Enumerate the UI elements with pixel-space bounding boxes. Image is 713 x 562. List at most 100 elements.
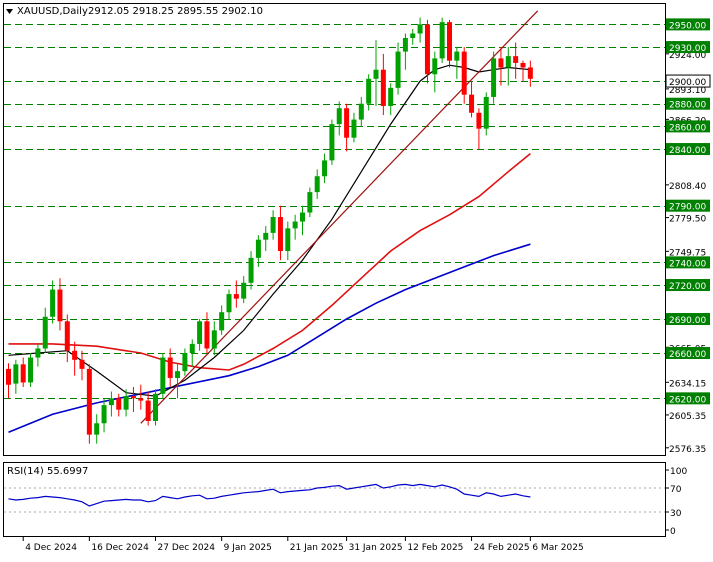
price-panel-frame bbox=[3, 3, 666, 456]
candle-bull bbox=[292, 221, 298, 229]
price-tick-label: 2808.40 bbox=[669, 182, 706, 192]
price-tick-label: 2779.50 bbox=[669, 215, 706, 225]
candle-bear bbox=[476, 112, 482, 129]
candle-bear bbox=[344, 108, 350, 138]
candle-bull bbox=[153, 393, 158, 422]
rsi-levels: 100 70 30 0 bbox=[4, 467, 687, 537]
candle-bear bbox=[498, 58, 504, 68]
time-tick-label: 31 Jan 2025 bbox=[349, 543, 403, 553]
level-tag bbox=[666, 143, 710, 156]
level-tag bbox=[666, 256, 710, 269]
current-price-label: 2900.00 bbox=[669, 78, 706, 88]
candle-bull bbox=[175, 371, 181, 378]
candle-bear bbox=[233, 294, 239, 299]
price-tick-label: 2924.00 bbox=[669, 51, 706, 61]
candle-bear bbox=[469, 94, 475, 113]
candle-bear bbox=[447, 22, 452, 61]
candle-bull bbox=[28, 357, 34, 383]
candle-bull bbox=[336, 108, 342, 125]
candle-bull bbox=[101, 405, 107, 424]
level-tag bbox=[666, 97, 710, 110]
time-tick-label: 24 Feb 2025 bbox=[474, 543, 530, 553]
price-tick-label: 2634.15 bbox=[669, 379, 706, 389]
candle-bull bbox=[219, 312, 225, 331]
candle-bull bbox=[351, 119, 357, 138]
rsi-tick-label: 70 bbox=[670, 485, 682, 495]
level-tag bbox=[666, 279, 710, 292]
candle-bull bbox=[108, 398, 114, 406]
level-tag-label: 2840.00 bbox=[669, 146, 706, 156]
price-axis: 2950.002924.002893.102866.202839.302808.… bbox=[665, 18, 711, 455]
ohlc-readout: 2912.05 2918.25 2895.55 2902.10 bbox=[88, 6, 263, 17]
candle-bull bbox=[248, 257, 254, 283]
level-tag bbox=[666, 392, 710, 405]
level-tag-label: 2620.00 bbox=[669, 395, 706, 405]
candle-bull bbox=[182, 353, 188, 372]
level-tag-label: 2930.00 bbox=[669, 44, 706, 54]
candle-bull bbox=[432, 58, 438, 75]
rsi-line bbox=[8, 483, 531, 507]
candle-bull bbox=[300, 212, 305, 222]
candle-bull bbox=[50, 289, 56, 317]
time-tick-label: 6 Mar 2025 bbox=[532, 543, 583, 553]
time-tick-label: 4 Dec 2024 bbox=[25, 543, 77, 553]
collapse-triangle-icon[interactable] bbox=[6, 9, 13, 14]
candle-bear bbox=[64, 321, 70, 351]
time-axis: 4 Dec 2024 16 Dec 2024 27 Dec 2024 9 Jan 20… bbox=[22, 537, 584, 553]
price-tick-label: 2576.35 bbox=[669, 445, 706, 455]
candle-bull bbox=[270, 217, 276, 233]
rsi-series bbox=[8, 483, 531, 507]
candle-bear bbox=[167, 357, 173, 378]
time-tick-label: 21 Jan 2025 bbox=[290, 543, 344, 553]
candle-bull bbox=[307, 192, 313, 213]
candle-bull bbox=[454, 51, 460, 61]
candle-bull bbox=[285, 228, 291, 252]
candle-bull bbox=[241, 282, 247, 299]
rsi-label: RSI(14) 55.6997 bbox=[7, 466, 88, 477]
level-tag bbox=[666, 199, 710, 212]
candle-bull bbox=[160, 357, 166, 394]
candle-bull bbox=[197, 321, 203, 344]
candle-bear bbox=[79, 359, 85, 369]
candle-bear bbox=[145, 400, 151, 422]
candle-bear bbox=[513, 56, 519, 63]
candle-bull bbox=[417, 24, 423, 34]
candle-bull bbox=[329, 124, 335, 161]
level-tag bbox=[666, 18, 710, 31]
candle-bear bbox=[6, 368, 11, 385]
candle-bull bbox=[263, 232, 269, 240]
candle-bear bbox=[130, 396, 136, 399]
candle-bear bbox=[20, 364, 26, 383]
candle-bull bbox=[94, 423, 100, 435]
level-tag-label: 2950.00 bbox=[669, 21, 706, 31]
current-price-tag bbox=[665, 74, 711, 88]
candle-bull bbox=[226, 294, 232, 313]
candle-bull bbox=[123, 396, 129, 410]
candle-bull bbox=[358, 103, 364, 120]
candle-bear bbox=[116, 398, 122, 410]
candle-bear bbox=[520, 62, 526, 68]
price-tick-label: 2605.35 bbox=[669, 412, 706, 422]
candle-bear bbox=[57, 289, 63, 322]
candle-bull bbox=[189, 343, 195, 354]
candle-bear bbox=[204, 321, 210, 349]
candle-bull bbox=[366, 78, 372, 104]
level-tag-label: 2660.00 bbox=[669, 350, 706, 360]
candle-bear bbox=[277, 217, 283, 252]
candle-bull bbox=[211, 330, 217, 349]
level-tag-label: 2720.00 bbox=[669, 282, 706, 292]
level-tag-label: 2690.00 bbox=[669, 316, 706, 326]
trend-line bbox=[140, 10, 539, 424]
level-tag bbox=[666, 120, 710, 133]
level-tag bbox=[666, 313, 710, 326]
candle-bull bbox=[439, 22, 445, 59]
price-tick-label: 2893.10 bbox=[669, 86, 706, 96]
rsi-panel-frame bbox=[3, 462, 666, 537]
time-tick-label: 27 Dec 2024 bbox=[158, 543, 216, 553]
level-tag bbox=[666, 41, 710, 54]
candle-bull bbox=[42, 316, 48, 349]
candle-bull bbox=[483, 96, 489, 129]
level-tag-label: 2790.00 bbox=[669, 203, 706, 213]
